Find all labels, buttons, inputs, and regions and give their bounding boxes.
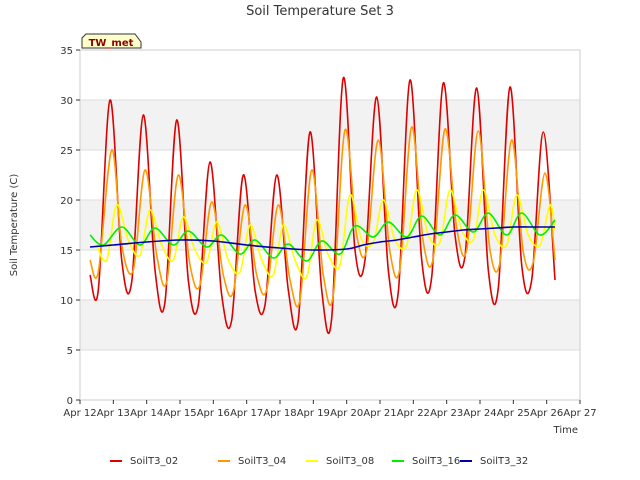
legend-entry: SoilT3_02	[130, 456, 178, 467]
x-tick-label: Apr 18	[263, 408, 296, 419]
tw-met-badge: TW_met	[81, 33, 142, 49]
legend-entry: SoilT3_08	[326, 456, 374, 467]
tw-met-label: TW_met	[89, 38, 134, 49]
y-axis-ticks: 0 5 10 15 20 25 30 35	[60, 46, 80, 407]
background-band	[80, 50, 580, 100]
y-tick-label: 30	[60, 96, 73, 107]
background-band	[80, 350, 580, 400]
chart-title: Soil Temperature Set 3	[246, 4, 394, 19]
series-line-soilt3-02	[89, 77, 556, 335]
background-band	[80, 150, 580, 200]
y-tick-label: 25	[60, 146, 73, 157]
series-line-soilt3-32	[89, 226, 555, 251]
plot-frame	[79, 49, 581, 401]
legend: SoilT3_02 SoilT3_04 SoilT3_08 SoilT3_16 Soil…	[110, 456, 528, 467]
x-tick-label: Apr 22	[397, 408, 430, 419]
x-tick-label: Apr 21	[363, 408, 396, 419]
background-band	[80, 100, 580, 150]
y-tick-label: 10	[60, 296, 73, 307]
x-tick-label: Apr 27	[563, 408, 596, 419]
x-tick-label: Apr 17	[230, 408, 263, 419]
x-tick-label: Apr 12	[63, 408, 96, 419]
series-line-soilt3-08	[95, 189, 556, 280]
y-tick-label: 0	[67, 396, 73, 407]
y-axis-label: Soil Temperature (C)	[9, 174, 20, 277]
background-band	[80, 200, 580, 250]
x-tick-label: Apr 24	[463, 408, 496, 419]
x-tick-label: Apr 26	[530, 408, 563, 419]
y-tick-label: 35	[60, 46, 73, 57]
x-tick-label: Apr 20	[330, 408, 363, 419]
x-tick-label: Apr 13	[97, 408, 130, 419]
x-tick-label: Apr 16	[197, 408, 230, 419]
x-tick-label: Apr 14	[130, 408, 163, 419]
x-axis-ticks: Apr 12 Apr 13 Apr 14 Apr 15 Apr 16 Apr 17 Apr …	[63, 400, 597, 419]
x-tick-label: Apr 23	[430, 408, 463, 419]
legend-entry: SoilT3_16	[412, 456, 460, 467]
plot-background	[80, 50, 580, 400]
x-tick-label: Apr 19	[297, 408, 330, 419]
x-axis-label: Time	[553, 425, 578, 436]
series-layer	[89, 77, 556, 335]
background-band	[80, 300, 580, 350]
x-tick-label: Apr 15	[163, 408, 196, 419]
legend-entry: SoilT3_32	[480, 456, 528, 467]
y-tick-label: 20	[60, 196, 73, 207]
y-tick-label: 15	[60, 246, 73, 257]
series-line-soilt3-04	[89, 126, 556, 308]
x-tick-label: Apr 25	[497, 408, 530, 419]
y-tick-label: 5	[67, 346, 73, 357]
legend-entry: SoilT3_04	[238, 456, 286, 467]
